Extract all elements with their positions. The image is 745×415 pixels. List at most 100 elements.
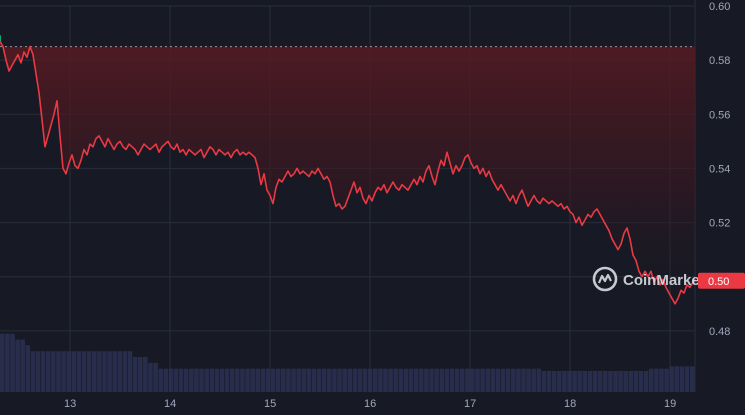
x-tick-label: 15 <box>264 398 276 410</box>
volume-bar <box>424 368 429 392</box>
volume-bar <box>321 368 327 392</box>
volume-bar <box>419 368 424 392</box>
volume-bar <box>429 368 434 392</box>
volume-bar <box>628 371 634 392</box>
volume-bar <box>189 368 194 392</box>
volume-bar <box>546 371 552 392</box>
volume-bar <box>209 368 215 392</box>
volume-bar <box>40 351 46 392</box>
volume-bar <box>500 368 506 392</box>
volume-bar <box>316 368 322 392</box>
volume-bar <box>163 368 169 392</box>
volume-bar <box>393 368 399 392</box>
volume-bar <box>398 368 404 392</box>
volume-bar <box>127 351 133 392</box>
volume-bar <box>526 368 531 392</box>
volume-bar <box>408 368 414 392</box>
volume-bar <box>459 368 465 392</box>
volume-bar <box>122 351 128 392</box>
volume-bar <box>255 368 261 392</box>
volume-bar <box>301 368 307 392</box>
y-tick-label: 0.60 <box>709 1 730 13</box>
volume-bar <box>444 368 450 392</box>
volume-bar <box>35 351 41 392</box>
price-area-fill <box>0 41 695 304</box>
volume-bar <box>490 368 496 392</box>
volume-bar <box>465 368 470 392</box>
volume-bar <box>439 368 444 392</box>
volume-bar <box>541 371 547 392</box>
volume-bar <box>91 351 97 392</box>
volume-bar <box>327 368 332 392</box>
volume-bar <box>659 368 664 392</box>
volume-bar <box>240 368 245 392</box>
volume-bar <box>557 371 562 392</box>
volume-bar <box>613 371 618 392</box>
x-tick-label: 14 <box>164 398 176 410</box>
volume-bar <box>388 368 393 392</box>
y-tick-label: 0.52 <box>709 218 730 230</box>
volume-bar <box>603 371 608 392</box>
volume-bar <box>669 366 674 392</box>
price-line <box>0 40 696 305</box>
volume-bar <box>306 368 312 392</box>
volume-bar <box>25 345 31 392</box>
volume-bar <box>597 371 603 392</box>
volume-bar <box>291 368 296 392</box>
volume-bar <box>76 351 82 392</box>
volume-bar <box>684 366 690 392</box>
volume-bar <box>383 368 388 392</box>
volume-bar <box>618 371 623 392</box>
volume-bar <box>56 351 61 392</box>
volume-bar <box>623 371 628 392</box>
volume-bar <box>5 333 10 392</box>
volume-bar <box>434 368 439 392</box>
volume-bar <box>66 351 71 392</box>
volume-bar <box>511 368 516 392</box>
volume-bar <box>521 368 526 392</box>
volume-bar <box>352 368 358 392</box>
volume-bar <box>286 368 291 392</box>
volume-bar <box>235 368 240 392</box>
volume-bar <box>551 371 557 392</box>
volume-bar <box>245 368 250 392</box>
volume-bar <box>413 368 419 392</box>
x-tick-label: 18 <box>564 398 576 410</box>
volume-bar <box>183 368 189 392</box>
volume-bar <box>373 368 378 392</box>
volume-bar <box>281 368 286 392</box>
volume-bar <box>143 357 148 392</box>
volume-bar <box>204 368 209 392</box>
volume-bar <box>219 368 225 392</box>
volume-bar <box>173 368 179 392</box>
volume-bar <box>229 368 235 392</box>
volume-bar <box>480 368 485 392</box>
volume-bar <box>30 351 36 392</box>
volume-bar <box>362 368 368 392</box>
volume-bar <box>81 351 87 392</box>
volume-bar <box>332 368 337 392</box>
volume-bar <box>516 368 521 392</box>
volume-bar <box>86 351 92 392</box>
volume-bar <box>45 351 51 392</box>
volume-bar <box>649 368 654 392</box>
volume-bar <box>178 368 184 392</box>
volume-bar <box>224 368 230 392</box>
volume-bar <box>674 366 680 392</box>
volume-bar <box>367 368 373 392</box>
volume-bar <box>137 357 143 392</box>
volume-bar <box>378 368 383 392</box>
volume-bar <box>587 371 593 392</box>
volume-bar <box>664 368 669 392</box>
volume-bar <box>485 368 490 392</box>
x-tick-label: 19 <box>664 398 676 410</box>
volume-bar <box>608 371 613 392</box>
volume-bar <box>582 371 588 392</box>
volume-bar <box>10 333 15 392</box>
volume-bar <box>536 368 542 392</box>
x-tick-label: 16 <box>364 398 376 410</box>
volume-bar <box>296 368 301 392</box>
volume-bar <box>689 366 695 392</box>
volume-bar <box>572 371 577 392</box>
volume-bar <box>505 368 511 392</box>
